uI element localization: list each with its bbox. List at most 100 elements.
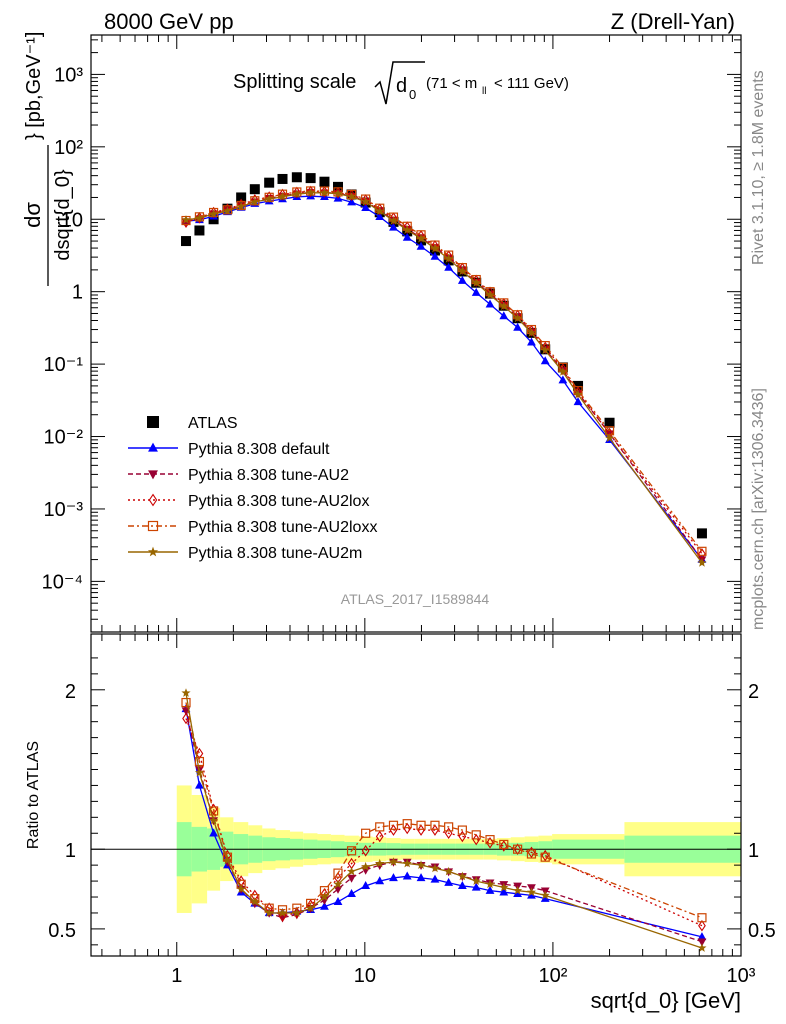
ratio-point xyxy=(209,803,218,816)
main-y-axis-label: dσ dsqrt{d_0} } [pb,GeV⁻¹] xyxy=(20,32,74,286)
ratio-point xyxy=(333,868,343,878)
ratio-point xyxy=(209,828,218,837)
ratio-point xyxy=(402,858,412,868)
chart-title: Splitting scale d 0 (71 < m ll < 111 GeV… xyxy=(233,61,569,105)
ratio-point xyxy=(181,688,191,697)
ratio-point xyxy=(416,820,426,830)
ratio-y-axis-label: Ratio to ATLAS xyxy=(25,741,42,849)
legend-label: ATLAS xyxy=(188,415,238,432)
ratio-point xyxy=(444,827,453,840)
ratio-point xyxy=(526,887,536,897)
data-point xyxy=(471,278,481,287)
data-point xyxy=(209,206,218,219)
legend-label: Pythia 8.308 default xyxy=(188,441,330,458)
data-point xyxy=(513,322,523,331)
data-point xyxy=(181,236,192,247)
ylabel-numerator: dσ xyxy=(20,202,45,228)
data-point xyxy=(249,184,260,195)
ratio-point xyxy=(209,815,219,825)
data-point xyxy=(292,189,302,199)
ratio-point xyxy=(471,876,481,885)
ratio-panel: 0.5 0.5 1 1 2 2 1 10 10² 10³ Ratio to ATLAS xyxy=(25,633,776,987)
ratio-y-tick-label: 0.5 xyxy=(48,920,76,942)
ratio-point xyxy=(698,919,706,932)
legend-marker xyxy=(148,442,158,452)
data-point xyxy=(361,197,371,206)
series-5 xyxy=(181,188,707,567)
data-point xyxy=(499,298,508,310)
legend-marker xyxy=(147,416,159,428)
data-point xyxy=(319,186,330,196)
data-point xyxy=(499,311,509,320)
ratio-point xyxy=(389,824,398,836)
ratio-point xyxy=(697,938,707,947)
data-point xyxy=(375,212,385,221)
data-point xyxy=(182,216,190,229)
data-point xyxy=(402,225,412,234)
mcplots-label: mcplots.cern.ch [arXiv:1306.3436] xyxy=(750,388,767,630)
data-point xyxy=(457,275,467,284)
title-d-symbol: d xyxy=(396,75,407,97)
y-tick-label: 10 xyxy=(61,209,83,231)
data-point xyxy=(306,185,315,198)
ratio-point xyxy=(388,820,399,830)
y-tick-label: 10³ xyxy=(54,64,83,86)
ratio-point xyxy=(527,890,536,899)
ylabel-denominator: dsqrt{d_0} xyxy=(52,169,74,261)
data-point xyxy=(347,189,356,201)
ratio-point xyxy=(430,874,440,883)
ratio-point xyxy=(182,712,190,725)
data-point xyxy=(277,191,288,201)
ratio-point xyxy=(236,884,246,893)
ratio-point xyxy=(513,889,523,898)
ratio-point xyxy=(472,833,481,846)
data-point xyxy=(334,186,342,199)
x-tick-label: 10³ xyxy=(727,965,756,987)
ratio-series-3 xyxy=(181,697,707,923)
data-point xyxy=(194,225,205,236)
ratio-point xyxy=(388,857,398,866)
data-point xyxy=(431,240,439,252)
data-point xyxy=(264,194,274,203)
ratio-point xyxy=(361,845,370,857)
ratio-point xyxy=(697,913,707,923)
ratio-point xyxy=(403,822,412,835)
ratio-point xyxy=(417,824,425,836)
ratio-point xyxy=(457,871,467,881)
ratio-point xyxy=(697,943,707,952)
ratio-y-tick-label: 2 xyxy=(65,681,76,703)
data-point xyxy=(486,286,494,299)
data-point xyxy=(388,216,398,225)
ratio-point xyxy=(430,820,440,830)
data-point xyxy=(499,301,509,311)
data-point xyxy=(573,389,583,399)
data-point xyxy=(444,250,453,262)
data-point xyxy=(696,528,707,539)
data-point xyxy=(361,202,371,211)
legend: ATLAS Pythia 8.308 default Pythia 8.308 tu… xyxy=(128,415,377,562)
ratio-point xyxy=(208,806,219,816)
data-point xyxy=(333,187,343,197)
data-point xyxy=(291,172,302,183)
data-point xyxy=(513,309,522,322)
x-tick-label: 10² xyxy=(538,965,567,987)
legend-label: Pythia 8.308 tune-AU2loxx xyxy=(188,519,377,536)
ratio-point xyxy=(347,874,356,883)
ratio-point xyxy=(319,892,329,901)
ratio-point xyxy=(278,914,287,923)
ratio-point xyxy=(541,849,550,862)
title-mass-range-end: < 111 GeV) xyxy=(494,75,569,92)
ratio-point xyxy=(416,860,426,869)
data-point xyxy=(472,274,481,287)
y-tick-label: 10⁻² xyxy=(44,427,84,449)
ratio-point xyxy=(347,889,356,898)
data-point xyxy=(697,546,707,556)
ratio-line xyxy=(185,692,703,949)
ratio-series-4 xyxy=(181,688,707,952)
ratio-point xyxy=(499,882,509,892)
y-tick-label: 10⁻³ xyxy=(44,499,84,521)
ratio-point xyxy=(540,890,550,900)
title-d-subscript: 0 xyxy=(409,87,416,102)
ratio-point xyxy=(540,852,550,862)
data-point xyxy=(416,241,426,250)
